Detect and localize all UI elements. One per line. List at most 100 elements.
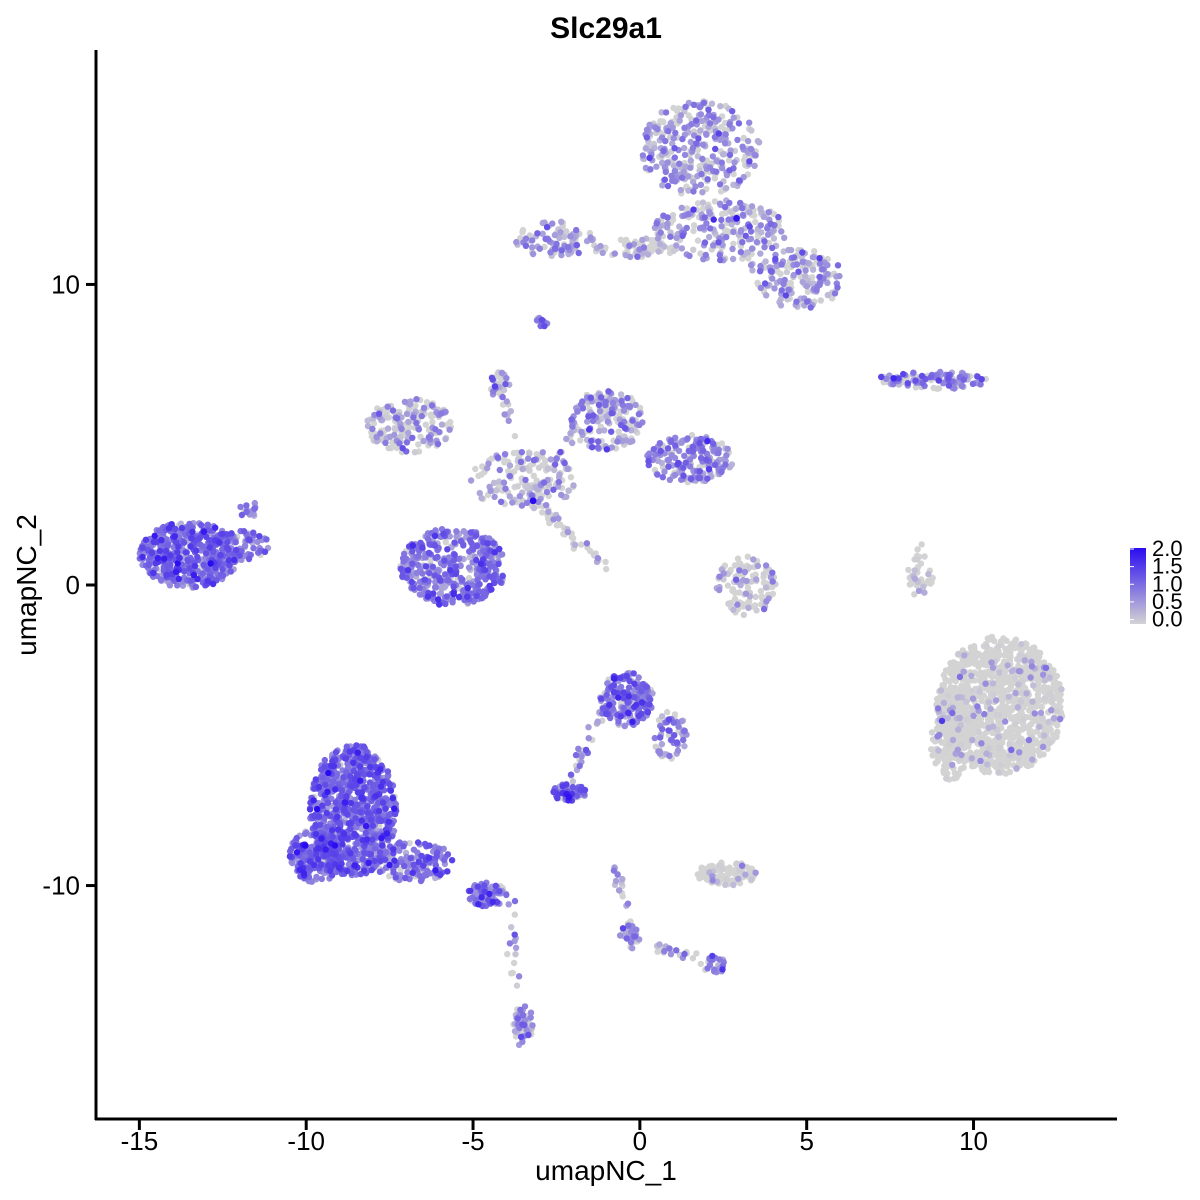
cell-point <box>501 451 509 458</box>
cell-point <box>963 698 970 705</box>
cell-point <box>942 765 950 772</box>
cell-point <box>485 460 492 467</box>
cell-point <box>594 718 601 725</box>
cell-point <box>752 869 759 876</box>
cell-point <box>667 233 674 240</box>
cell-point <box>991 745 998 753</box>
cell-point <box>438 410 445 417</box>
cell-point <box>675 447 683 455</box>
cell-point <box>949 736 957 744</box>
cell-point <box>715 449 722 457</box>
cell-point <box>985 724 992 731</box>
cell-point <box>745 604 752 611</box>
cell-point <box>504 950 511 958</box>
cell-point <box>910 369 917 376</box>
cell-point <box>697 127 704 134</box>
cell-point <box>754 279 761 287</box>
cell-point <box>431 584 439 591</box>
cell-point <box>664 220 671 227</box>
cell-point <box>984 761 991 768</box>
cell-point <box>1016 738 1023 745</box>
cell-point <box>760 571 767 578</box>
cell-point <box>777 302 785 309</box>
cell-point <box>415 552 422 560</box>
cell-point <box>617 391 625 398</box>
cell-point <box>518 449 525 456</box>
cell-point <box>954 746 961 753</box>
cell-point <box>1041 732 1048 739</box>
cell-point <box>690 222 698 229</box>
cell-point <box>747 145 755 153</box>
cell-point <box>429 418 436 426</box>
cell-point <box>530 457 538 464</box>
cell-point <box>629 437 636 445</box>
cell-point <box>1008 667 1016 675</box>
cell-point <box>690 227 697 235</box>
cell-point <box>949 761 956 768</box>
cell-point <box>987 636 994 643</box>
cell-point <box>935 385 943 392</box>
cell-point <box>946 745 954 753</box>
cell-point <box>1012 720 1019 728</box>
cell-point <box>405 418 412 426</box>
cell-point <box>985 716 993 723</box>
cell-point <box>385 444 392 452</box>
cell-point <box>428 413 435 420</box>
cell-point <box>980 652 988 659</box>
cell-point <box>963 716 971 723</box>
cell-point <box>819 266 826 273</box>
cell-point <box>534 486 542 493</box>
cell-point <box>974 703 981 710</box>
cell-point <box>1057 715 1064 723</box>
cell-point <box>677 112 685 119</box>
cell-point <box>969 695 977 702</box>
chart-title: Slc29a1 <box>550 12 662 45</box>
cell-point <box>1013 765 1020 772</box>
cell-point <box>996 651 1003 659</box>
cell-point <box>711 198 719 205</box>
cell-point <box>643 126 651 133</box>
cell-point <box>527 1009 535 1016</box>
cell-point <box>403 410 411 418</box>
cell-point <box>716 181 724 188</box>
cell-point <box>615 718 622 725</box>
cell-point <box>928 729 936 736</box>
cell-point <box>951 385 958 392</box>
cell-point <box>966 726 973 733</box>
cell-point <box>948 719 956 726</box>
cell-point <box>565 487 572 494</box>
cell-point <box>803 298 811 305</box>
cell-point <box>741 156 748 163</box>
cell-point <box>624 900 632 907</box>
cell-point <box>639 152 647 159</box>
cell-point <box>509 499 516 506</box>
cell-point <box>405 429 412 437</box>
cell-point <box>658 109 665 116</box>
cell-point <box>422 421 429 428</box>
cell-point <box>636 404 644 412</box>
cell-point <box>684 211 692 218</box>
cell-point <box>673 242 680 249</box>
cell-point <box>954 686 962 693</box>
cell-point <box>711 966 718 974</box>
cell-point <box>968 672 975 679</box>
cell-point <box>692 183 699 190</box>
cell-point <box>602 398 609 406</box>
cell-point <box>725 216 732 223</box>
cell-point <box>744 137 752 145</box>
cell-point <box>687 157 694 164</box>
cell-point <box>445 554 453 561</box>
cell-point <box>655 748 662 755</box>
cell-point <box>1008 715 1015 722</box>
cell-point <box>670 162 678 169</box>
cell-point <box>1015 733 1022 740</box>
cell-point <box>697 960 704 968</box>
cell-point <box>935 747 942 754</box>
cell-point <box>976 688 983 695</box>
cell-point <box>488 455 495 462</box>
cell-point <box>727 208 734 215</box>
cell-point <box>525 455 532 462</box>
cell-point <box>778 287 785 294</box>
cell-point <box>995 719 1002 726</box>
cell-point <box>704 965 711 972</box>
